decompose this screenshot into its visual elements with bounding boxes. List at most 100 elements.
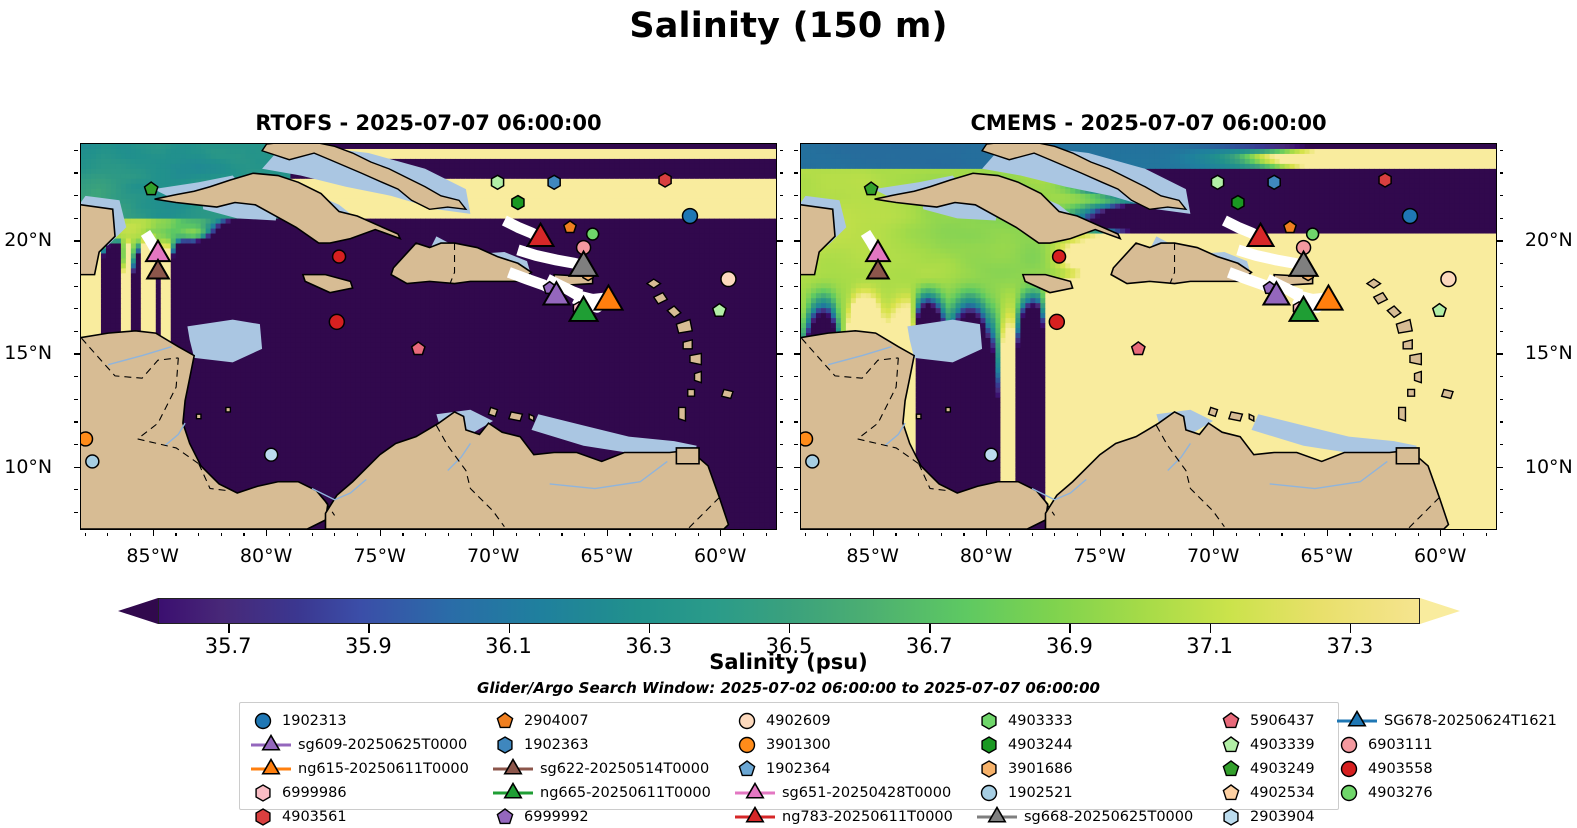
map-marker[interactable] — [490, 174, 505, 191]
map-marker[interactable] — [547, 174, 561, 191]
map-marker[interactable] — [1282, 219, 1298, 234]
map-marker[interactable] — [1378, 172, 1392, 188]
map-marker[interactable] — [1287, 249, 1320, 277]
map-marker[interactable] — [1305, 227, 1320, 241]
colorbar-under-cap — [118, 598, 158, 624]
x-tick-label: 70°W — [1187, 545, 1239, 567]
map-marker[interactable] — [1431, 302, 1447, 317]
map-marker[interactable] — [81, 431, 94, 447]
legend-item[interactable]: 4903558 — [1334, 757, 1576, 781]
map-marker[interactable] — [1231, 194, 1245, 211]
x-tick-minor — [963, 532, 965, 536]
y-tick — [1497, 466, 1503, 468]
map-canvas-cmems[interactable] — [800, 143, 1497, 530]
map-marker[interactable] — [801, 431, 814, 447]
map-marker[interactable] — [865, 257, 891, 280]
map-marker[interactable] — [720, 270, 737, 288]
y-tick-minor — [1499, 330, 1503, 333]
y-tick-minor — [1499, 421, 1503, 423]
legend-item[interactable]: 4903276 — [1334, 781, 1576, 805]
map-marker[interactable] — [85, 454, 100, 469]
legend-item[interactable]: sg668-20250625T0000 — [974, 805, 1216, 828]
legend-item[interactable]: 2903904 — [1216, 805, 1334, 828]
legend-item[interactable]: 4903339 — [1216, 733, 1334, 757]
map-marker[interactable] — [658, 172, 672, 188]
platform-markers-cmems[interactable] — [801, 144, 1496, 529]
y-tick — [777, 353, 783, 355]
map-marker[interactable] — [805, 454, 820, 469]
legend-item[interactable]: 6999992 — [490, 805, 732, 828]
triangle-marker-icon — [490, 758, 536, 780]
map-marker[interactable] — [1440, 270, 1457, 288]
map-marker[interactable] — [711, 302, 727, 317]
legend-item[interactable]: 2904007 — [490, 709, 732, 733]
map-marker[interactable] — [145, 257, 171, 280]
legend-item[interactable]: 4903333 — [974, 709, 1216, 733]
y-tick-minor — [794, 421, 798, 423]
legend-item[interactable]: 4902534 — [1216, 781, 1334, 805]
legend-item[interactable]: 6903111 — [1334, 733, 1576, 757]
map-marker[interactable] — [1312, 283, 1345, 311]
platform-markers-rtofs[interactable] — [81, 144, 776, 529]
map-marker[interactable] — [1287, 294, 1320, 322]
x-tick-label: 70°W — [467, 545, 519, 567]
map-marker[interactable] — [681, 207, 699, 225]
map-marker[interactable] — [525, 221, 556, 248]
map-marker[interactable] — [1210, 174, 1225, 191]
map-marker[interactable] — [1048, 313, 1066, 331]
map-marker[interactable] — [983, 447, 999, 462]
y-tick-minor — [1499, 195, 1503, 197]
legend-item[interactable]: ng783-20250611T0000 — [732, 805, 974, 828]
legend-item[interactable]: sg622-20250514T0000 — [490, 757, 732, 781]
legend-item[interactable]: sg609-20250625T0000 — [248, 733, 490, 757]
map-marker[interactable] — [1267, 174, 1281, 191]
legend-item[interactable]: 1902521 — [974, 781, 1216, 805]
map-marker[interactable] — [1245, 221, 1276, 248]
map-marker[interactable] — [263, 447, 279, 462]
map-marker[interactable] — [863, 181, 879, 196]
map-marker[interactable] — [567, 294, 600, 322]
map-marker[interactable] — [511, 194, 525, 211]
legend-item[interactable]: 5906437 — [1216, 709, 1334, 733]
y-tick-minor — [74, 330, 78, 333]
legend-item[interactable]: sg651-20250428T0000 — [732, 781, 974, 805]
legend-item[interactable]: ng615-20250611T0000 — [248, 757, 490, 781]
map-marker[interactable] — [585, 227, 600, 241]
map-marker[interactable] — [541, 280, 572, 306]
x-tick-minor — [1054, 532, 1056, 536]
legend-item[interactable]: 1902313 — [248, 709, 490, 733]
x-tick-minor — [288, 532, 291, 536]
map-canvas-rtofs[interactable] — [80, 143, 777, 530]
map-marker[interactable] — [562, 219, 578, 234]
map-marker[interactable] — [328, 313, 346, 331]
legend-item[interactable]: 4903244 — [974, 733, 1216, 757]
map-marker[interactable] — [1261, 280, 1292, 306]
circle-marker-icon — [732, 710, 762, 732]
map-marker[interactable] — [331, 249, 347, 264]
legend-item[interactable]: SG678-20250624T1621 — [1334, 709, 1576, 733]
legend-item[interactable]: 3901686 — [974, 757, 1216, 781]
legend-item[interactable]: ng665-20250611T0000 — [490, 781, 732, 805]
map-marker[interactable] — [1130, 340, 1146, 356]
pentagon-marker-icon — [490, 710, 520, 732]
map-marker[interactable] — [143, 181, 159, 196]
map-marker[interactable] — [1401, 207, 1419, 225]
x-tick-minor — [538, 532, 540, 536]
map-marker[interactable] — [567, 249, 600, 277]
legend-item[interactable]: 4903249 — [1216, 757, 1334, 781]
colorbar-tick — [929, 624, 931, 633]
triangle-marker-icon — [248, 758, 294, 780]
x-tick-minor — [356, 532, 359, 536]
legend-item[interactable]: 6999986 — [248, 781, 490, 805]
legend-item[interactable]: 4903561 — [248, 805, 490, 828]
legend-item[interactable]: 3901300 — [732, 733, 974, 757]
legend-item[interactable]: 1902363 — [490, 733, 732, 757]
map-marker[interactable] — [1051, 249, 1067, 264]
map-marker[interactable] — [410, 340, 426, 356]
y-tick-minor — [1499, 262, 1503, 265]
map-marker[interactable] — [592, 283, 625, 311]
legend-item[interactable]: 4902609 — [732, 709, 974, 733]
y-tick — [777, 466, 783, 468]
x-tick-label: 80°W — [240, 545, 292, 567]
legend-item[interactable]: 1902364 — [732, 757, 974, 781]
